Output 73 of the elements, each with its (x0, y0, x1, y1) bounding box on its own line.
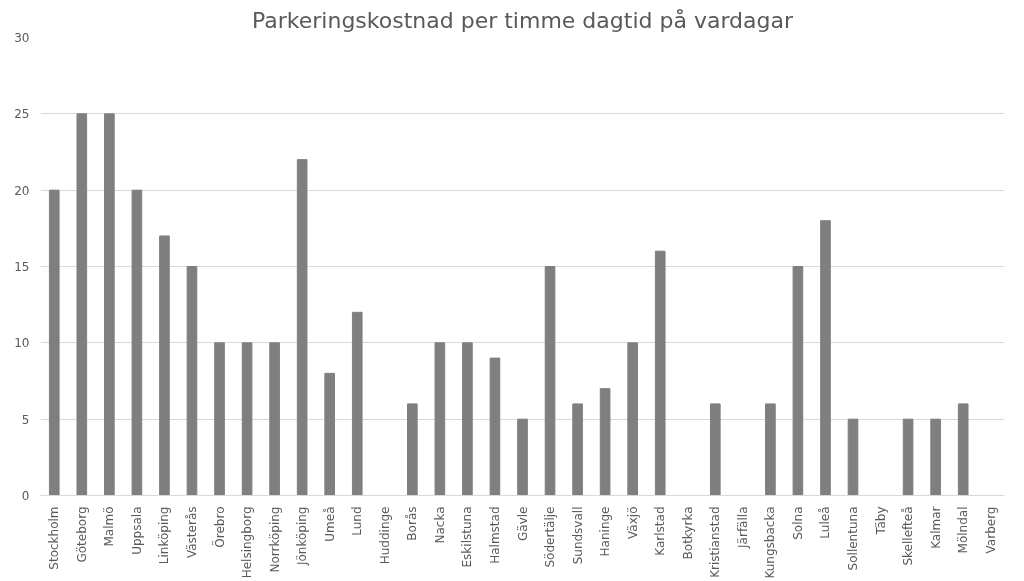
x-tick-label: Järfälla (735, 506, 750, 549)
x-tick-label: Umeå (322, 506, 337, 542)
x-tick-label: Skellefteå (901, 506, 916, 566)
x-tick-label: Borås (405, 506, 420, 541)
bar (186, 266, 198, 496)
x-tick-label: Örebro (210, 506, 227, 548)
x-tick-label: Gävle (515, 506, 530, 541)
bar (296, 159, 308, 496)
bar (957, 403, 969, 496)
bar (214, 342, 225, 496)
x-tick-label: Kalmar (928, 506, 943, 549)
x-tick-label: Göteborg (74, 506, 89, 563)
x-tick-label: Sollentuna (846, 506, 861, 571)
bar (654, 250, 666, 496)
y-tick-label: 25 (14, 107, 30, 122)
x-tick-label: Karlstad (653, 506, 668, 556)
x-tick-label: Huddinge (377, 506, 392, 565)
x-tick-label: Botkyrka (680, 506, 695, 560)
y-tick-label: 20 (14, 183, 30, 198)
bar (847, 418, 859, 496)
bar (434, 342, 446, 496)
bar (930, 418, 941, 496)
x-tick-label: Luleå (818, 506, 833, 539)
x-tick-label: Jönköping (295, 506, 310, 567)
x-tick-label: Mölndal (956, 506, 971, 554)
bar (517, 418, 528, 496)
bar (544, 266, 556, 496)
x-tick-label: Eskilstuna (460, 506, 475, 568)
y-tick-label: 30 (14, 31, 30, 45)
x-tick-label: Täby (873, 506, 888, 536)
bar (792, 266, 804, 496)
x-tick-label: Norrköping (267, 506, 282, 573)
x-tick-label: Nacka (432, 506, 447, 544)
x-tick-label: Uppsala (129, 506, 144, 555)
bar (269, 342, 280, 496)
x-tick-label: Malmö (102, 506, 117, 547)
x-tick-label: Solna (790, 506, 805, 540)
x-tick-label: Södertälje (543, 506, 558, 568)
chart-title: Parkeringskostnad per timme dagtid på vardagar (251, 7, 794, 33)
bar (599, 388, 611, 496)
x-tick-label: Lund (350, 506, 365, 536)
x-tick-label: Varberg (983, 506, 998, 554)
bar (48, 189, 60, 496)
bar (159, 235, 170, 496)
x-tick-label: Helsingborg (240, 506, 255, 579)
y-tick-label: 0 (21, 489, 30, 503)
bar (902, 418, 914, 496)
x-tick-label: Stockholm (47, 506, 62, 570)
x-tick-label: Växjö (625, 506, 640, 539)
bar (627, 342, 638, 496)
x-tick-label: Västerås (184, 506, 199, 559)
bar (765, 403, 776, 496)
bar (489, 357, 501, 496)
x-tick-label: Linköping (157, 506, 172, 565)
y-tick-label: 10 (14, 336, 30, 351)
x-tick-label: Kristianstad (708, 506, 723, 578)
bar (131, 189, 143, 496)
bar (462, 342, 473, 496)
bar (709, 403, 721, 496)
bar (407, 403, 418, 496)
bar (241, 342, 253, 496)
bar (76, 113, 88, 496)
bar (104, 113, 115, 496)
y-tick-label: 5 (21, 412, 30, 427)
bar (820, 220, 831, 496)
bar (572, 403, 583, 496)
x-tick-label: Haninge (598, 506, 613, 557)
x-tick-label: Kungsbacka (763, 506, 778, 579)
x-tick-label: Sundsvall (570, 506, 585, 565)
y-tick-label: 15 (14, 260, 30, 274)
bar (351, 311, 363, 496)
x-tick-label: Halmstad (487, 506, 502, 564)
bar (324, 372, 336, 496)
